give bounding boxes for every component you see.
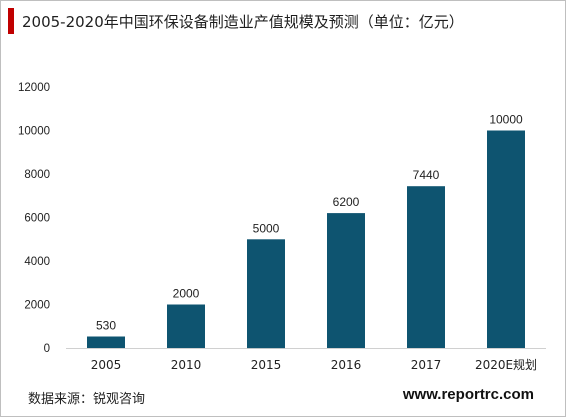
chart-title: 2005-2020年中国环保设备制造业产值规模及预测（单位：亿元）: [22, 13, 464, 31]
data-label: 530: [96, 319, 116, 333]
y-tick-label: 2000: [24, 300, 50, 312]
y-tick-label: 12000: [18, 82, 50, 94]
bar-2017: [407, 186, 445, 348]
x-tick-label: 2017: [411, 358, 442, 372]
x-tick-label: 2010: [171, 358, 202, 372]
brand-url: www.reportrc.com: [402, 386, 534, 403]
y-tick-label: 8000: [24, 169, 50, 181]
x-tick-label: 2016: [331, 358, 362, 372]
x-tick-label: 2015: [251, 358, 282, 372]
y-tick-label: 0: [44, 343, 50, 355]
y-tick-label: 6000: [24, 213, 50, 225]
bar-2015: [247, 239, 285, 349]
data-label: 10000: [489, 113, 523, 127]
axes-group: 0 2000 4000 6000 8000 10000 12000: [18, 82, 546, 355]
bar-2010: [167, 304, 205, 348]
labels-group: 530 2005 2000 2010 5000 2015 6200 2016 7440 2017 1…: [91, 113, 537, 373]
bar-2020E规划: [487, 130, 525, 348]
data-label: 7440: [413, 168, 440, 182]
data-label: 5000: [253, 221, 280, 235]
data-label: 6200: [333, 195, 360, 209]
bar-2005: [87, 336, 125, 348]
data-label: 2000: [173, 287, 200, 301]
data-source-note: 数据来源：锐观咨询: [28, 392, 146, 407]
x-tick-label: 2020E规划: [475, 357, 537, 372]
x-tick-label: 2005: [91, 358, 122, 372]
y-tick-label: 10000: [18, 126, 50, 138]
bar-2016: [327, 213, 365, 348]
bars-group: [87, 130, 525, 349]
title-accent-bar: [8, 8, 14, 34]
y-tick-label: 4000: [24, 256, 50, 268]
